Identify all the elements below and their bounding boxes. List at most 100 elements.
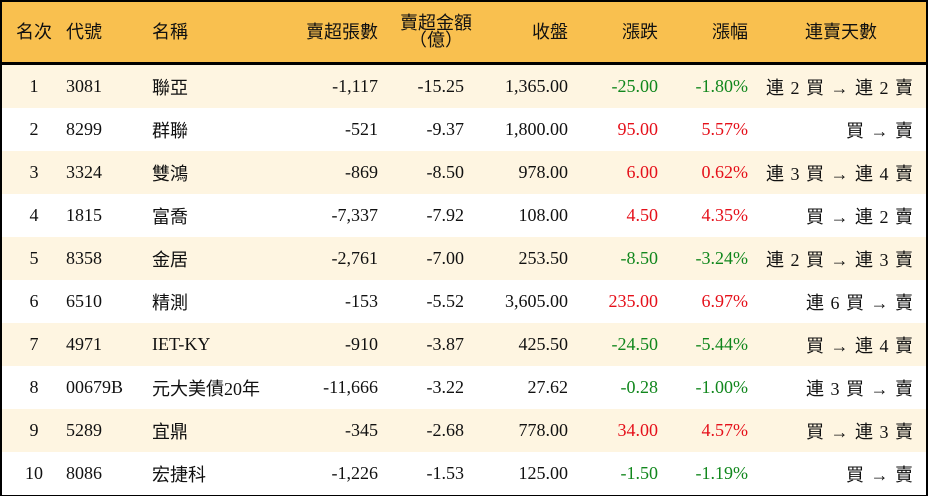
cell-close: 978.00 (518, 162, 569, 182)
cell-rank: 8 (29, 377, 39, 397)
cell-sell-streak: 連 2 買 → 連 2 賣 (766, 77, 914, 98)
cell-change-pct: 4.35% (701, 205, 749, 225)
cell-net-sell-amount: -9.37 (426, 119, 465, 139)
table-row[interactable]: 2 8299 群聯 -521 -9.37 1,800.00 95.00 5.57… (2, 108, 926, 151)
table-row[interactable]: 4 1815 富喬 -7,337 -7.92 108.00 4.50 4.35%… (2, 194, 926, 237)
cell-net-sell-lots: -521 (345, 119, 378, 139)
cell-rank: 7 (29, 334, 39, 354)
cell-sell-streak: 買 → 賣 (846, 120, 914, 141)
cell-change: 235.00 (608, 291, 659, 311)
cell-rank: 2 (29, 119, 39, 139)
table-row[interactable]: 10 8086 宏捷科 -1,226 -1.53 125.00 -1.50 -1… (2, 452, 926, 495)
cell-change: -25.00 (611, 76, 659, 96)
cell-sell-streak: 買 → 賣 (846, 464, 914, 485)
cell-code[interactable]: 00679B (66, 377, 124, 397)
cell-sell-streak: 買 → 連 3 賣 (806, 421, 914, 442)
cell-close: 3,605.00 (505, 291, 568, 311)
cell-code[interactable]: 4971 (66, 334, 102, 354)
cell-code[interactable]: 1815 (66, 205, 102, 225)
table-row[interactable]: 6 6510 精測 -153 -5.52 3,605.00 235.00 6.9… (2, 280, 926, 323)
cell-net-sell-amount: -1.53 (426, 463, 465, 483)
table-row[interactable]: 7 4971 IET-KY -910 -3.87 425.50 -24.50 -… (2, 323, 926, 366)
header-rank: 名次 (16, 21, 52, 42)
cell-change-pct: 6.97% (701, 291, 749, 311)
cell-net-sell-lots: -910 (345, 334, 378, 354)
cell-change: 4.50 (626, 205, 659, 225)
cell-rank: 1 (29, 76, 39, 96)
table-row[interactable]: 8 00679B 元大美債20年 -11,666 -3.22 27.62 -0.… (2, 366, 926, 409)
cell-rank: 3 (29, 162, 39, 182)
header-change: 漲跌 (622, 21, 658, 42)
cell-close: 1,800.00 (505, 119, 568, 139)
cell-net-sell-lots: -11,666 (323, 377, 378, 397)
cell-name[interactable]: 宜鼎 (152, 421, 188, 442)
cell-change: 34.00 (617, 420, 659, 440)
cell-net-sell-amount: -7.92 (426, 205, 465, 225)
cell-code[interactable]: 6510 (66, 291, 102, 311)
header-divider (2, 62, 926, 65)
cell-name[interactable]: 精測 (152, 292, 188, 313)
cell-name[interactable]: 元大美債20年 (152, 378, 260, 399)
cell-sell-streak: 連 2 買 → 連 3 賣 (766, 249, 914, 270)
cell-sell-streak: 連 3 買 → 連 4 賣 (766, 163, 914, 184)
cell-code[interactable]: 8086 (66, 463, 102, 483)
cell-change-pct: 0.62% (701, 162, 749, 182)
cell-name[interactable]: 聯亞 (152, 77, 188, 98)
cell-rank: 5 (29, 248, 39, 268)
table-header-row: 名次 代號 名稱 賣超張數 賣超金額 （億） 收盤 漲跌 漲幅 連賣天數 (2, 2, 926, 62)
cell-net-sell-amount: -8.50 (426, 162, 465, 182)
cell-rank: 9 (29, 420, 39, 440)
cell-close: 253.50 (518, 248, 569, 268)
cell-sell-streak: 買 → 連 2 賣 (806, 206, 914, 227)
cell-change: 6.00 (626, 162, 659, 182)
cell-code[interactable]: 3324 (66, 162, 102, 182)
cell-net-sell-lots: -7,337 (331, 205, 379, 225)
cell-name[interactable]: IET-KY (152, 334, 211, 354)
table-row[interactable]: 3 3324 雙鴻 -869 -8.50 978.00 6.00 0.62% 連… (2, 151, 926, 194)
cell-code[interactable]: 5289 (66, 420, 102, 440)
cell-change: -0.28 (620, 377, 659, 397)
cell-sell-streak: 連 6 買 → 賣 (806, 292, 914, 313)
cell-rank: 6 (29, 291, 39, 311)
cell-change: 95.00 (617, 119, 659, 139)
header-code: 代號 (66, 21, 102, 42)
cell-change-pct: 5.57% (701, 119, 749, 139)
cell-change-pct: -1.80% (695, 76, 749, 96)
cell-code[interactable]: 8299 (66, 119, 102, 139)
cell-net-sell-amount: -7.00 (426, 248, 465, 268)
cell-net-sell-lots: -869 (345, 162, 378, 182)
cell-net-sell-lots: -345 (345, 420, 378, 440)
cell-change-pct: -5.44% (695, 334, 749, 354)
table-row[interactable]: 5 8358 金居 -2,761 -7.00 253.50 -8.50 -3.2… (2, 237, 926, 280)
cell-change-pct: -1.00% (695, 377, 749, 397)
cell-sell-streak: 買 → 連 4 賣 (806, 335, 914, 356)
cell-close: 125.00 (518, 463, 569, 483)
header-name: 名稱 (152, 21, 188, 42)
cell-code[interactable]: 8358 (66, 248, 102, 268)
header-sell-streak: 連賣天數 (805, 21, 877, 42)
header-net-sell-amount-line1: 賣超金額 (400, 13, 472, 33)
cell-rank: 10 (25, 463, 43, 483)
header-net-sell-lots: 賣超張數 (306, 21, 378, 42)
cell-name[interactable]: 群聯 (152, 120, 188, 141)
table-row[interactable]: 9 5289 宜鼎 -345 -2.68 778.00 34.00 4.57% … (2, 409, 926, 452)
cell-change-pct: -1.19% (695, 463, 749, 483)
cell-code[interactable]: 3081 (66, 76, 102, 96)
cell-change-pct: 4.57% (701, 420, 749, 440)
cell-net-sell-lots: -1,117 (332, 76, 378, 96)
cell-close: 1,365.00 (505, 76, 568, 96)
cell-name[interactable]: 宏捷科 (152, 464, 206, 485)
cell-net-sell-amount: -5.52 (426, 291, 465, 311)
cell-net-sell-amount: -3.22 (426, 377, 465, 397)
cell-name[interactable]: 雙鴻 (152, 163, 188, 184)
cell-net-sell-lots: -1,226 (331, 463, 379, 483)
cell-close: 778.00 (518, 420, 569, 440)
cell-close: 425.50 (518, 334, 569, 354)
cell-close: 108.00 (518, 205, 569, 225)
table-row[interactable]: 1 3081 聯亞 -1,117 -15.25 1,365.00 -25.00 … (2, 65, 926, 108)
cell-name[interactable]: 金居 (152, 249, 188, 270)
cell-name[interactable]: 富喬 (152, 206, 188, 227)
cell-net-sell-lots: -153 (345, 291, 378, 311)
